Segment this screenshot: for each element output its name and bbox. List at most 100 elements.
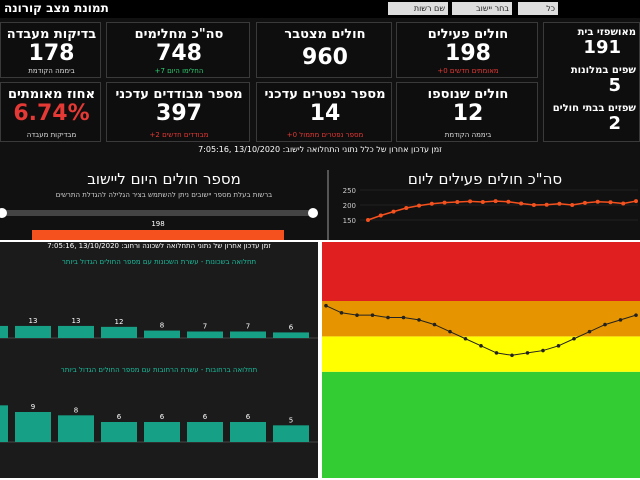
bar (32, 230, 284, 240)
point (479, 344, 483, 348)
point (595, 199, 600, 204)
card-note: מאומתים חדשים 0+ (437, 67, 499, 75)
active-title: סה"כ חולים פעילים ליום (407, 170, 563, 188)
point (386, 315, 390, 320)
value-label: 8 (74, 406, 78, 414)
point (541, 348, 545, 353)
point (570, 203, 575, 207)
filter[interactable]: שם רשות (388, 2, 448, 15)
card-label: חולים פעילים (427, 27, 509, 42)
bar (0, 405, 8, 442)
slider-knob[interactable] (0, 208, 7, 218)
point (442, 200, 447, 205)
side-value: 2 (608, 113, 621, 134)
bar (187, 331, 223, 338)
point (634, 199, 638, 204)
update-line: זמן עדכון אחרון של כלל נתוני התחלואה ליש… (198, 145, 442, 154)
side-value: 5 (608, 75, 621, 96)
point (417, 318, 421, 322)
card-note: מבודדים חדשים 2+ (149, 131, 209, 139)
point (556, 344, 561, 348)
side-card: מאושפזי בית 191 שפים במלונות 5 שפזים בבתי חו… (543, 22, 640, 142)
card-value: 14 (309, 101, 341, 126)
point (468, 199, 473, 204)
side-label: שפים במלונות (570, 65, 636, 76)
stat-card: סה"כ מחלימים 748 החלימו היום 7+ (106, 22, 250, 78)
card-label: חולים שנוספו (427, 87, 509, 102)
value-label: 7 (203, 323, 207, 331)
point (370, 313, 375, 317)
band (322, 242, 640, 301)
filter[interactable]: בחר יישוב (452, 2, 512, 15)
point (544, 202, 549, 207)
bar (101, 326, 137, 338)
point (494, 351, 499, 355)
card-value: 6.74% (13, 101, 90, 126)
y-tick-label: 150 (343, 217, 356, 225)
card-value: 748 (156, 41, 202, 66)
value-label: 198 (151, 220, 164, 228)
stat-card: מספר מבודדים עדכני 397 מבודדים חדשים 2+ (106, 82, 250, 142)
point (634, 313, 638, 317)
card-label: בדיקות מעבדה (6, 27, 97, 42)
stat-card: בדיקות מעבדה 178 ביממה הקודמת (0, 22, 101, 78)
bar (273, 425, 309, 442)
bar (273, 332, 309, 338)
y-tick-label: 200 (343, 202, 356, 210)
point (324, 303, 328, 308)
point (506, 199, 511, 204)
slider-knob[interactable] (308, 208, 318, 218)
value-label: 6 (246, 413, 251, 421)
bar (101, 422, 137, 442)
value-label: 13 (29, 317, 38, 325)
card-label: סה"כ מחלימים (134, 27, 224, 42)
point (510, 353, 514, 358)
point (401, 315, 406, 320)
filter[interactable]: כל (518, 2, 558, 15)
stat-card: חולים שנוספו 12 ביממה הקודמת (396, 82, 538, 142)
bar (15, 325, 51, 338)
bar-chart-title: תחלואה בשכונות - עשרת השכונות עם מספר הח… (61, 258, 257, 266)
card-value: 397 (156, 101, 202, 126)
streets-panel (0, 242, 318, 478)
value-label: 6 (160, 413, 165, 421)
card-label: אחוז מאומתים (7, 87, 96, 102)
streets-update: זמן עדכון אחרון של נתוני התחלואה לשכונה … (47, 242, 271, 250)
point (339, 311, 344, 315)
card-value: 12 (452, 101, 484, 126)
bar (187, 422, 223, 442)
point (378, 213, 383, 218)
side-label: מאושפזי בית (577, 27, 636, 38)
band (322, 371, 640, 478)
stat-card: חולים פעילים 198 מאומתים חדשים 0+ (396, 22, 538, 78)
bar (15, 412, 51, 442)
card-label: חולים מצטבר (284, 27, 366, 42)
point (582, 200, 587, 205)
value-label: 5 (289, 416, 293, 424)
today-note: ברשות בעלת מספר יישובים ניתן להשתמש בציר… (55, 191, 273, 199)
point (455, 200, 460, 204)
side-value: 191 (583, 37, 621, 58)
bar-chart-title: תחלואה ברחובות - עשרת הרחובות עם מספר הח… (60, 366, 258, 374)
card-value: 178 (28, 41, 75, 66)
point (355, 313, 359, 317)
point (432, 322, 437, 327)
middle-panel (0, 146, 640, 240)
value-label: 12 (115, 318, 124, 326)
card-note: מבדיקות מעבדה (26, 131, 77, 139)
stat-card: אחוז מאומתים 6.74% מבדיקות מעבדה (0, 82, 101, 142)
bar (230, 331, 266, 338)
bar (230, 422, 266, 442)
point (366, 218, 370, 222)
point (525, 351, 530, 355)
card-value: 198 (445, 41, 491, 66)
card-value: 960 (302, 45, 348, 70)
stat-card: מספר נפטרים עדכני 14 מספר נפטרים מתמול 0+ (256, 82, 392, 142)
point (417, 203, 422, 208)
band (322, 301, 640, 337)
value-label: 6 (203, 413, 208, 421)
point (391, 209, 396, 214)
band (322, 336, 640, 372)
